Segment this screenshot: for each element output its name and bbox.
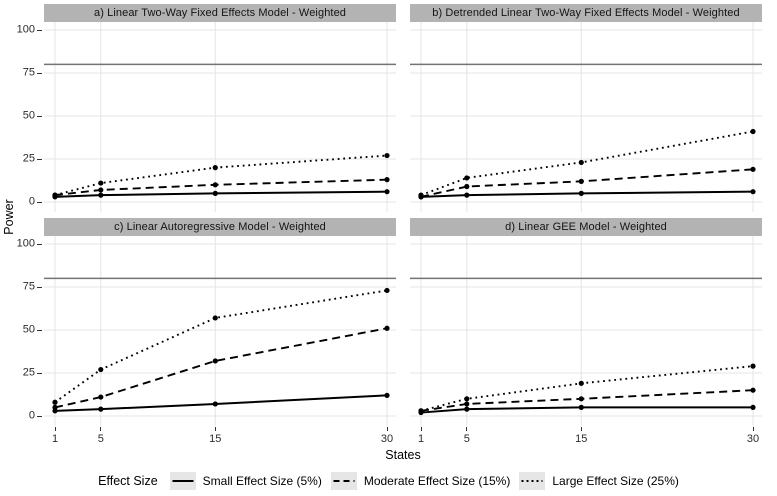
panel-c-plot-area: 0 25 50 75 100 1 5 15 30 <box>17 236 396 445</box>
y-tick-label: 25 <box>22 152 35 165</box>
y-axis-tick <box>37 115 42 117</box>
y-tick-label: 75 <box>22 66 35 79</box>
x-axis-tick <box>100 427 102 431</box>
y-tick-label: 100 <box>16 23 35 36</box>
panel-d-chart <box>410 236 762 426</box>
legend-item-moderate: Moderate Effect Size (15%) <box>330 472 511 490</box>
panel-d: d) Linear GEE Model - Weighted 1 5 15 30 <box>410 218 762 445</box>
legend-item-small: Small Effect Size (5%) <box>169 472 322 490</box>
x-axis-tick <box>54 427 56 431</box>
x-tick-label: 15 <box>209 433 222 445</box>
x-tick-label: 1 <box>51 433 59 445</box>
legend-label-small: Small Effect Size (5%) <box>202 474 322 488</box>
x-tick-label: 1 <box>417 433 425 445</box>
y-axis-tick <box>37 158 42 160</box>
x-axis-tick <box>752 427 754 431</box>
y-axis-tick <box>37 329 42 331</box>
legend-item-large: Large Effect Size (25%) <box>519 472 679 490</box>
y-axis-title: Power <box>2 199 16 235</box>
dashed-line-key-icon <box>330 472 357 490</box>
x-tick-label: 5 <box>97 433 104 445</box>
facet-grid: a) Linear Two-Way Fixed Effects Model - … <box>17 4 762 445</box>
panel-b: b) Detrended Linear Two-Way Fixed Effect… <box>410 4 762 212</box>
y-axis-tick <box>37 72 42 74</box>
panel-c-title: c) Linear Autoregressive Model - Weighte… <box>114 221 326 233</box>
panel-a: a) Linear Two-Way Fixed Effects Model - … <box>17 4 396 212</box>
panel-d-plot-area: 1 5 15 30 <box>410 236 762 445</box>
y-tick-label: 0 <box>28 409 35 422</box>
x-axis-title: States <box>385 448 421 462</box>
x-axis-tick <box>386 427 388 431</box>
y-axis-tick <box>37 415 42 417</box>
x-tick-label: 30 <box>380 433 394 445</box>
panel-a-plot-area: 0 25 50 75 100 <box>17 22 396 212</box>
panel-b-plot-area <box>410 22 762 212</box>
panel-a-chart <box>44 22 396 212</box>
y-axis-tick <box>37 29 42 31</box>
y-tick-label: 75 <box>22 280 35 293</box>
panel-b-title: b) Detrended Linear Two-Way Fixed Effect… <box>432 7 740 19</box>
x-axis-tick <box>580 427 582 431</box>
x-axis-tick <box>420 427 422 431</box>
x-tick-label: 15 <box>575 433 588 445</box>
y-axis-tick <box>37 286 42 288</box>
y-axis-tick <box>37 243 42 245</box>
panel-d-strip: d) Linear GEE Model - Weighted <box>410 218 762 236</box>
panel-a-strip: a) Linear Two-Way Fixed Effects Model - … <box>44 4 396 22</box>
panel-b-chart <box>410 22 762 212</box>
panel-d-title: d) Linear GEE Model - Weighted <box>505 221 667 233</box>
panel-c-chart <box>44 236 396 426</box>
x-tick-label: 30 <box>746 433 760 445</box>
legend-label-large: Large Effect Size (25%) <box>552 474 679 488</box>
legend-title: Effect Size <box>98 474 158 488</box>
panel-c: c) Linear Autoregressive Model - Weighte… <box>17 218 396 445</box>
solid-line-key-icon <box>169 472 196 490</box>
legend: Effect Size Small Effect Size (5%) Moder… <box>0 471 777 491</box>
legend-label-moderate: Moderate Effect Size (15%) <box>363 474 511 488</box>
y-tick-label: 0 <box>28 195 35 208</box>
y-tick-label: 25 <box>22 366 35 379</box>
x-tick-label: 5 <box>463 433 470 445</box>
panel-c-strip: c) Linear Autoregressive Model - Weighte… <box>44 218 396 236</box>
y-axis-tick <box>37 201 42 203</box>
y-tick-label: 50 <box>22 323 35 336</box>
y-tick-label: 50 <box>22 109 35 122</box>
dotted-line-key-icon <box>519 472 546 490</box>
x-axis-tick <box>214 427 216 431</box>
panel-a-title: a) Linear Two-Way Fixed Effects Model - … <box>94 7 346 19</box>
panel-b-strip: b) Detrended Linear Two-Way Fixed Effect… <box>410 4 762 22</box>
y-axis-tick <box>37 372 42 374</box>
x-axis-tick <box>466 427 468 431</box>
y-tick-label: 100 <box>16 237 35 250</box>
